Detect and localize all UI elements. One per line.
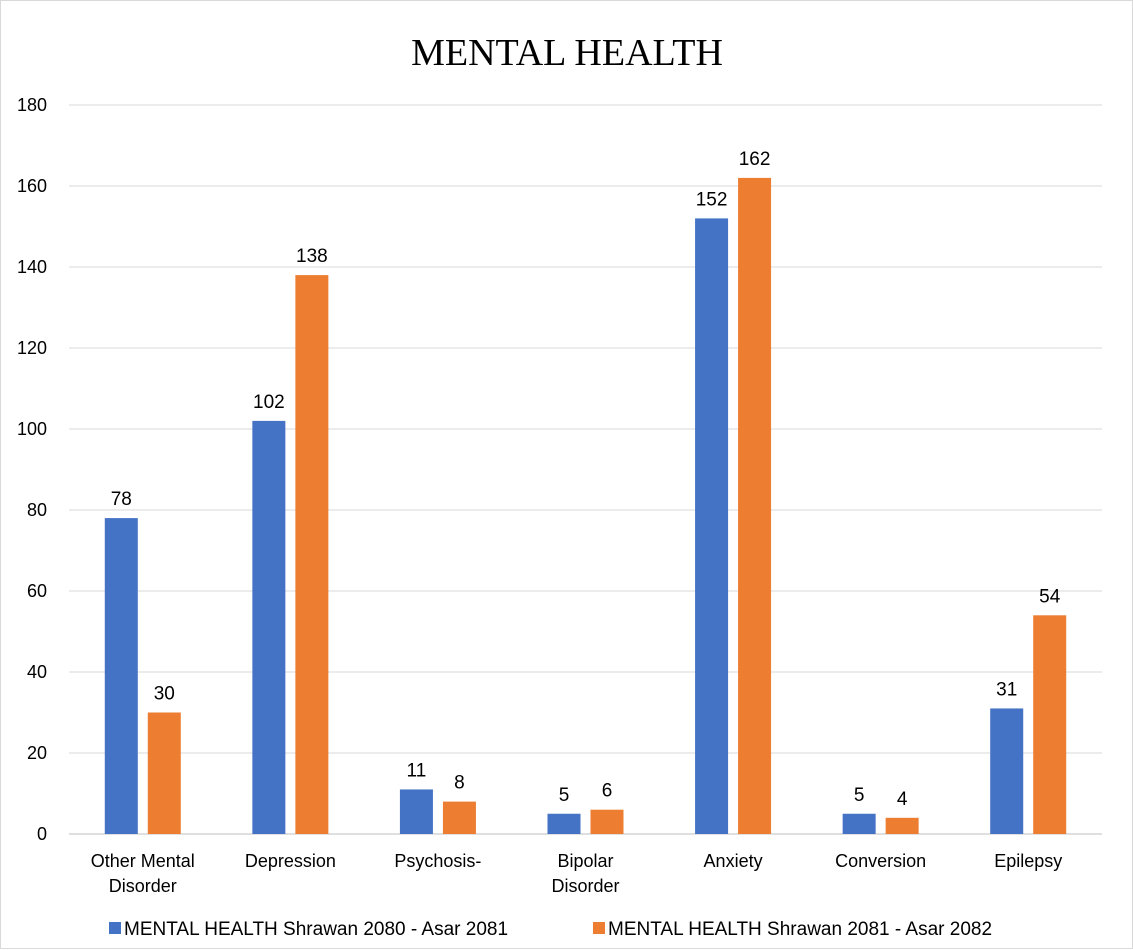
- y-tick-label: 140: [17, 257, 47, 277]
- data-label: 30: [154, 684, 175, 705]
- gridlines: [69, 105, 1102, 834]
- data-label: 5: [854, 785, 865, 806]
- bar-series1-4: [695, 218, 728, 834]
- chart-title: MENTAL HEALTH: [411, 32, 723, 74]
- x-tick-label: Psychosis-: [394, 851, 481, 871]
- data-label: 54: [1039, 586, 1061, 607]
- y-tick-label: 20: [27, 743, 47, 763]
- legend-label-series2: MENTAL HEALTH Shrawan 2081 - Asar 2082: [608, 919, 992, 940]
- data-label: 11: [407, 760, 427, 781]
- y-tick-label: 0: [37, 824, 47, 844]
- data-label: 5: [559, 785, 570, 806]
- bar-series2-6: [1033, 615, 1066, 834]
- bar-series1-5: [843, 814, 876, 834]
- x-tick-label: Bipolar: [557, 851, 613, 871]
- legend-swatch-series1: [109, 922, 121, 934]
- bar-series1-0: [105, 518, 138, 834]
- y-tick-label: 40: [27, 662, 47, 682]
- data-label: 138: [296, 246, 328, 267]
- x-tick-label: Disorder: [551, 876, 619, 896]
- y-tick-label: 100: [17, 419, 47, 439]
- x-axis: Other Mental Disorder Depression Psychosis-…: [91, 851, 1062, 896]
- x-tick-label: Depression: [245, 851, 336, 871]
- y-tick-label: 60: [27, 581, 47, 601]
- bar-series1-2: [400, 789, 433, 834]
- legend: MENTAL HEALTH Shrawan 2080 - Asar 2081 ME…: [109, 919, 992, 940]
- bar-series2-1: [295, 275, 328, 834]
- data-label: 78: [111, 489, 132, 510]
- data-label: 162: [739, 149, 771, 170]
- bar-series1-1: [252, 421, 285, 834]
- data-label: 6: [602, 781, 613, 802]
- x-tick-label: Epilepsy: [994, 851, 1062, 871]
- x-tick-label: Conversion: [835, 851, 926, 871]
- y-tick-label: 160: [17, 176, 47, 196]
- legend-swatch-series2: [593, 922, 605, 934]
- y-tick-label: 80: [27, 500, 47, 520]
- data-label: 102: [253, 392, 285, 413]
- bar-series2-2: [443, 802, 476, 834]
- data-label: 8: [454, 773, 465, 794]
- y-axis: 0 20 40 60 80 100 120 140 160 180: [17, 95, 47, 844]
- legend-label-series1: MENTAL HEALTH Shrawan 2080 - Asar 2081: [124, 919, 508, 940]
- bar-series2-0: [148, 713, 181, 835]
- x-tick-label: Disorder: [109, 876, 177, 896]
- y-tick-label: 120: [17, 338, 47, 358]
- bar-series2-3: [591, 810, 624, 834]
- x-tick-label: Other Mental: [91, 851, 195, 871]
- bar-series1-6: [990, 708, 1023, 834]
- bar-series2-5: [886, 818, 919, 834]
- bar-series1-3: [548, 814, 581, 834]
- data-label: 31: [996, 679, 1017, 700]
- y-tick-label: 180: [17, 95, 47, 115]
- bar-series2-4: [738, 178, 771, 834]
- data-label: 4: [897, 789, 908, 810]
- x-tick-label: Anxiety: [704, 851, 763, 871]
- data-label: 152: [696, 189, 728, 210]
- bars: [105, 178, 1066, 834]
